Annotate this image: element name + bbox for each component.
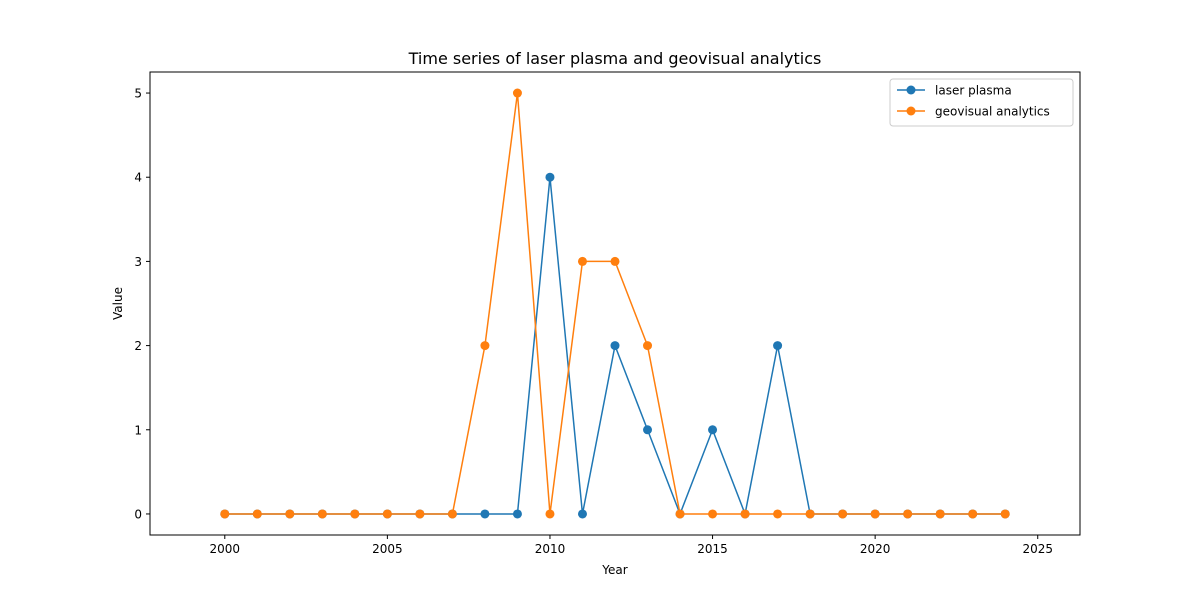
data-point-laser-plasma bbox=[773, 341, 783, 351]
y-tick-label: 1 bbox=[134, 423, 142, 437]
data-point-laser-plasma bbox=[708, 425, 718, 435]
legend-marker-geovisual-analytics bbox=[906, 106, 916, 116]
y-tick-label: 5 bbox=[134, 87, 142, 101]
y-tick-label: 4 bbox=[134, 171, 142, 185]
y-axis: 0 1 2 3 4 5 bbox=[134, 87, 150, 521]
data-point-geovisual-analytics bbox=[480, 341, 490, 351]
data-point-geovisual-analytics bbox=[675, 509, 685, 519]
data-point-geovisual-analytics bbox=[643, 341, 653, 351]
y-axis-label: Value bbox=[111, 287, 125, 320]
data-point-geovisual-analytics bbox=[252, 509, 262, 519]
axes-frame bbox=[149, 71, 1081, 536]
data-point-geovisual-analytics bbox=[838, 509, 848, 519]
data-point-geovisual-analytics bbox=[512, 88, 522, 98]
data-point-laser-plasma bbox=[610, 341, 620, 351]
data-point-laser-plasma bbox=[480, 509, 490, 519]
y-tick-label: 2 bbox=[134, 339, 142, 353]
legend: laser plasma geovisual analytics bbox=[889, 78, 1074, 127]
x-tick-label: 2015 bbox=[697, 542, 728, 556]
legend-marker-laser-plasma bbox=[906, 85, 916, 95]
data-point-laser-plasma bbox=[545, 172, 555, 182]
legend-label-geovisual-analytics: geovisual analytics bbox=[935, 105, 1050, 119]
data-point-geovisual-analytics bbox=[382, 509, 392, 519]
series-geovisual-analytics bbox=[220, 88, 1010, 519]
data-point-geovisual-analytics bbox=[1000, 509, 1010, 519]
x-tick-label: 2005 bbox=[372, 542, 403, 556]
x-tick-label: 2010 bbox=[535, 542, 566, 556]
data-point-geovisual-analytics bbox=[545, 509, 555, 519]
data-point-geovisual-analytics bbox=[870, 509, 880, 519]
data-point-geovisual-analytics bbox=[610, 256, 620, 266]
data-point-geovisual-analytics bbox=[577, 256, 587, 266]
x-tick-label: 2025 bbox=[1022, 542, 1053, 556]
data-point-laser-plasma bbox=[643, 425, 653, 435]
y-tick-label: 0 bbox=[134, 507, 142, 521]
x-axis-label: Year bbox=[601, 563, 627, 577]
data-point-laser-plasma bbox=[512, 509, 522, 519]
x-axis: 2000 2005 2010 2015 2020 2025 bbox=[210, 535, 1053, 556]
plot-area bbox=[149, 71, 1081, 536]
data-point-geovisual-analytics bbox=[350, 509, 360, 519]
series-layer bbox=[220, 88, 1010, 519]
chart-title: Time series of laser plasma and geovisua… bbox=[408, 49, 822, 68]
data-point-geovisual-analytics bbox=[903, 509, 913, 519]
data-point-geovisual-analytics bbox=[773, 509, 783, 519]
y-tick-label: 3 bbox=[134, 255, 142, 269]
data-point-geovisual-analytics bbox=[317, 509, 327, 519]
data-point-geovisual-analytics bbox=[805, 509, 815, 519]
data-point-geovisual-analytics bbox=[708, 509, 718, 519]
x-tick-label: 2020 bbox=[860, 542, 891, 556]
data-point-geovisual-analytics bbox=[447, 509, 457, 519]
data-point-geovisual-analytics bbox=[220, 509, 230, 519]
x-tick-label: 2000 bbox=[210, 542, 241, 556]
data-point-geovisual-analytics bbox=[285, 509, 295, 519]
data-point-geovisual-analytics bbox=[415, 509, 425, 519]
legend-box bbox=[889, 78, 1074, 127]
data-point-geovisual-analytics bbox=[968, 509, 978, 519]
data-point-laser-plasma bbox=[577, 509, 587, 519]
legend-label-laser-plasma: laser plasma bbox=[935, 84, 1012, 98]
data-point-geovisual-analytics bbox=[935, 509, 945, 519]
data-point-geovisual-analytics bbox=[740, 509, 750, 519]
